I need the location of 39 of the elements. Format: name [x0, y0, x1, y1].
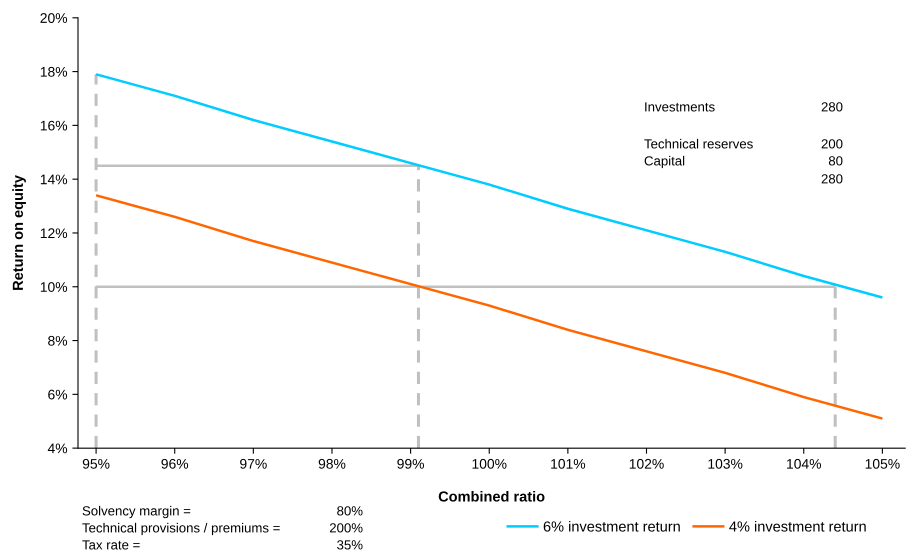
x-tick-label: 101%	[551, 458, 586, 469]
text: Technical provisions / premiums =	[82, 522, 280, 536]
x-axis-title: Combined ratio	[438, 490, 544, 502]
text: 80%	[337, 506, 363, 516]
text: Tax rate =	[82, 540, 140, 550]
x-tick-label: 98%	[318, 458, 346, 469]
y-tick-label: 18%	[40, 66, 68, 77]
legend-label: 6% investment return	[544, 520, 680, 532]
x-tick-label: 99%	[397, 458, 424, 469]
x-tick-label: 105%	[866, 458, 900, 469]
x-tick-label: 95%	[82, 458, 110, 469]
annotation: 80	[828, 156, 842, 166]
y-tick-label: 8%	[48, 336, 68, 346]
x-tick-label: 104%	[787, 458, 822, 469]
annotation: 280	[822, 174, 842, 184]
y-tick-label: 14%	[40, 174, 68, 184]
y-axis-title: Return on equity	[12, 175, 26, 290]
line-series	[94, 194, 884, 420]
y-tick-label: 16%	[40, 120, 68, 131]
y-tick-label: 20%	[40, 13, 68, 23]
annotation: Capital	[644, 156, 684, 168]
annotation: Investments	[645, 102, 715, 112]
annotation: 280	[822, 102, 842, 112]
y-tick-label: 6%	[48, 390, 68, 400]
y-tick-label: 12%	[40, 228, 68, 238]
legend-label: 4% investment return	[729, 520, 866, 532]
x-tick-label: 97%	[240, 458, 267, 469]
line-series	[94, 73, 884, 299]
y-tick-label: 4%	[48, 444, 68, 454]
text: 200%	[330, 523, 363, 533]
text: Solvency margin =	[82, 506, 190, 518]
annotation: Technical reserves	[644, 138, 753, 149]
x-tick-label: 96%	[161, 458, 188, 469]
y-tick-label: 10%	[40, 282, 68, 292]
x-tick-label: 100%	[472, 458, 507, 469]
annotation: 200	[822, 139, 842, 149]
x-tick-label: 102%	[630, 458, 664, 469]
x-tick-label: 103%	[708, 458, 742, 469]
text: 35%	[337, 540, 363, 550]
